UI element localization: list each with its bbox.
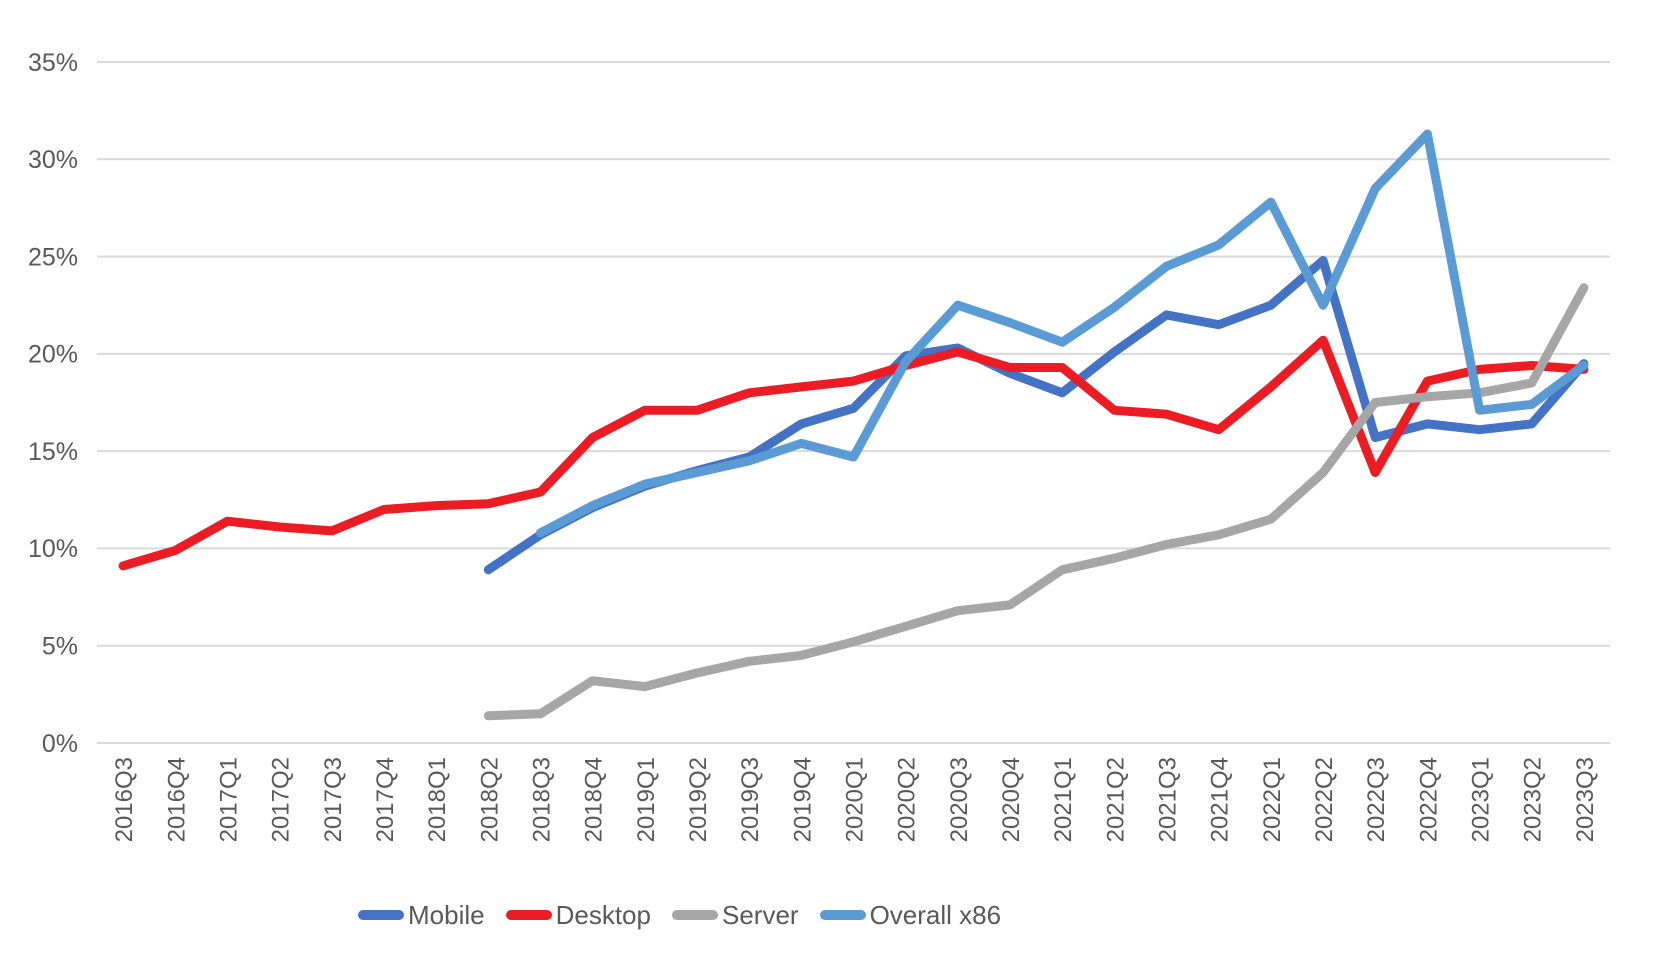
x-axis-label: 2019Q3 <box>737 757 764 842</box>
series-line-desktop <box>118 335 1589 571</box>
y-axis-label: 5% <box>42 632 78 660</box>
x-axis-label: 2019Q4 <box>789 757 816 842</box>
x-axis-label: 2018Q1 <box>424 757 451 842</box>
y-axis-label: 25% <box>28 243 78 271</box>
x-axis-label: 2021Q1 <box>1050 757 1077 842</box>
x-axis-label: 2023Q3 <box>1572 757 1599 842</box>
x-axis-label: 2017Q2 <box>268 757 295 842</box>
x-axis-label: 2020Q1 <box>842 757 869 842</box>
x-axis-label: 2018Q3 <box>528 757 555 842</box>
legend-label-desktop: Desktop <box>555 900 651 930</box>
y-axis-label: 30% <box>28 146 78 174</box>
series-line-overall-x86 <box>536 129 1589 538</box>
x-axis-label: 2021Q3 <box>1155 757 1182 842</box>
server-series-swatch <box>671 910 718 920</box>
x-axis-label: 2019Q1 <box>633 757 660 842</box>
x-axis-label: 2019Q2 <box>685 757 712 842</box>
x-axis-label: 2020Q2 <box>894 757 921 842</box>
x-axis-label: 2023Q1 <box>1468 757 1495 842</box>
legend-item-overall-x86: Overall x86 <box>819 900 1002 930</box>
legend-label-server: Server <box>721 900 799 930</box>
y-axis-label: 10% <box>28 535 78 563</box>
x-axis-label: 2022Q1 <box>1259 757 1286 842</box>
chart-legend: Mobile Desktop Server Overall x86 <box>358 901 1001 929</box>
x-axis-label: 2018Q4 <box>581 757 608 842</box>
series-line-server <box>483 283 1589 721</box>
y-axis-label: 0% <box>42 730 78 758</box>
desktop-series-swatch <box>505 910 552 920</box>
x-axis-label: 2017Q4 <box>372 757 399 842</box>
legend-label-mobile: Mobile <box>408 900 485 930</box>
legend-item-mobile: Mobile <box>358 901 485 929</box>
x-axis-label: 2022Q2 <box>1311 757 1338 842</box>
x-axis-label: 2020Q4 <box>998 757 1025 842</box>
overall-x86-series-swatch <box>819 910 866 920</box>
series-line-mobile <box>483 256 1589 575</box>
x-axis-label: 2017Q1 <box>215 757 242 842</box>
legend-item-desktop: Desktop <box>505 900 651 930</box>
y-axis-label: 15% <box>28 438 78 466</box>
x-axis-label: 2021Q2 <box>1102 757 1129 842</box>
legend-label-overall-x86: Overall x86 <box>869 900 1002 930</box>
x-axis-label: 2023Q2 <box>1520 757 1547 842</box>
mobile-series-swatch <box>358 910 404 920</box>
y-axis-label: 35% <box>28 49 78 77</box>
x-axis-label: 2021Q4 <box>1207 757 1234 842</box>
x-axis-label: 2020Q3 <box>946 757 973 842</box>
legend-item-server: Server <box>671 900 799 930</box>
y-axis-label: 20% <box>28 341 78 369</box>
x-axis-label: 2016Q4 <box>163 757 190 842</box>
x-axis-label: 2017Q3 <box>320 757 347 842</box>
x-axis-label: 2022Q4 <box>1415 757 1442 842</box>
x-axis-label: 2016Q3 <box>111 757 138 842</box>
x-axis-label: 2018Q2 <box>476 757 503 842</box>
x-axis-label: 2022Q3 <box>1363 757 1390 842</box>
